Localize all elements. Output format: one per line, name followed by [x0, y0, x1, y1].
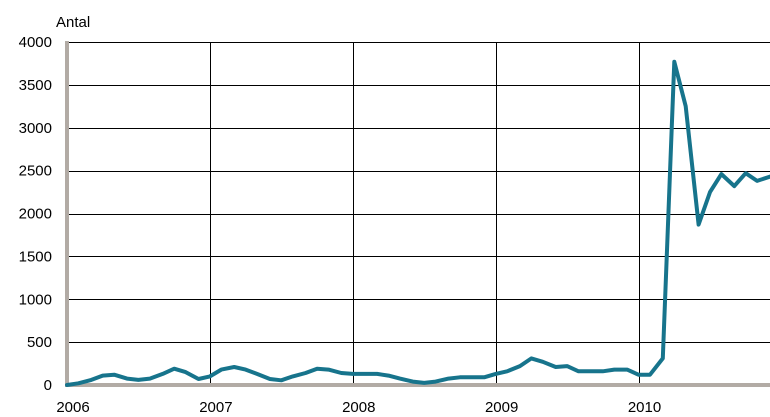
y-axis-title: Antal — [56, 14, 90, 31]
y-tick-label: 4000 — [19, 34, 52, 51]
series-group — [65, 59, 770, 387]
x-tick-label: 2006 — [56, 399, 89, 416]
x-tick-label: 2010 — [628, 399, 661, 416]
grid — [67, 42, 770, 385]
y-tick-label: 2500 — [19, 163, 52, 180]
y-tick-label: 3500 — [19, 77, 52, 94]
y-tick-label: 2000 — [19, 206, 52, 223]
axes — [65, 41, 770, 387]
y-tick-label: 0 — [44, 377, 52, 394]
series-line-0 — [65, 59, 770, 387]
y-tick-label: 3000 — [19, 120, 52, 137]
x-tick-labels: 2006 2007 2008 2009 2010 — [56, 399, 661, 416]
x-tick-label: 2009 — [485, 399, 518, 416]
x-tick-label: 2008 — [342, 399, 375, 416]
y-tick-label: 1500 — [19, 248, 52, 265]
y-tick-label: 500 — [27, 334, 52, 351]
y-tick-label: 1000 — [19, 291, 52, 308]
y-tick-labels: 0 500 1000 1500 2000 2500 3000 3500 4000 — [19, 34, 52, 394]
x-tick-label: 2007 — [199, 399, 232, 416]
